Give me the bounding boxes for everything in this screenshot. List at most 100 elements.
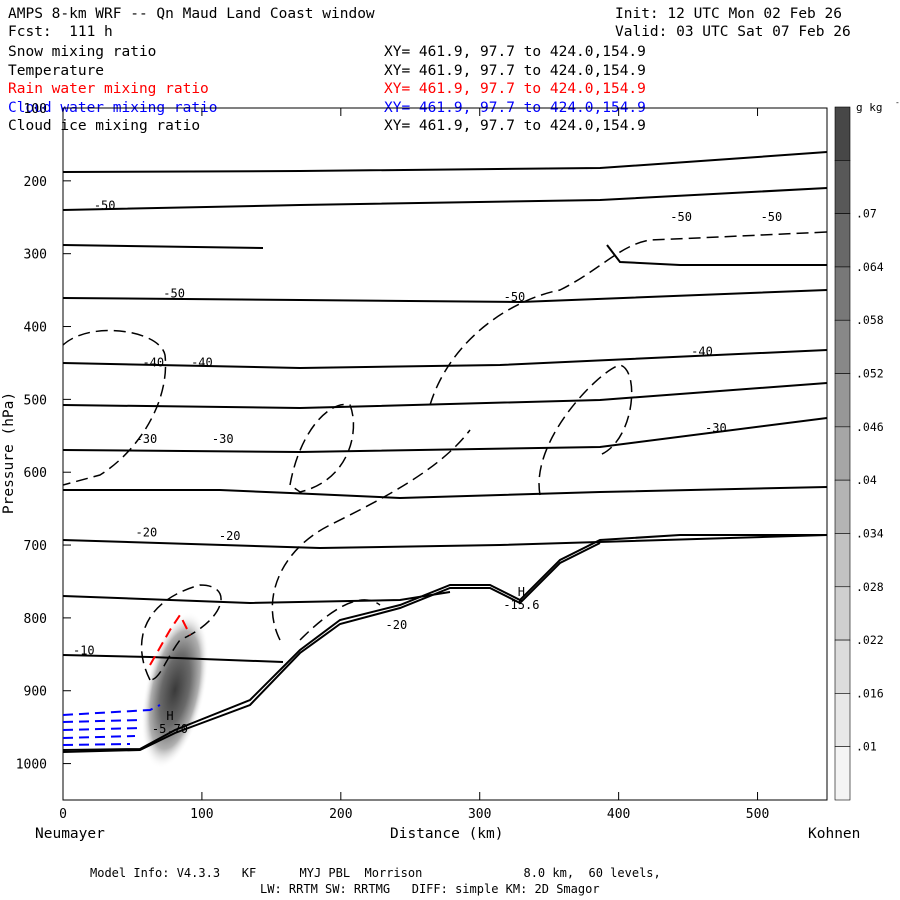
colorbar-swatch — [834, 586, 851, 641]
y-tick-label: 600 — [24, 466, 47, 481]
isotherm-label: -20 — [219, 529, 241, 543]
x-axis-title: Distance (km) — [390, 826, 504, 842]
isotherm-300 — [606, 244, 827, 266]
y-tick-label: 500 — [24, 393, 47, 408]
colorbar-label: .034 — [856, 526, 884, 540]
cloud-water-contour-2 — [63, 719, 141, 723]
cloud-water-contour-4 — [63, 735, 136, 739]
colorbar-swatch — [834, 106, 851, 161]
isotherm-50-top — [63, 151, 827, 173]
field-name: Rain water mixing ratio — [8, 81, 209, 97]
plot-area: -50 -50 -50 -50 -50 -40 -40 -40 -30 -30 -30 -20 -20 -… — [63, 151, 827, 769]
isotherm-label: -30 — [212, 432, 234, 446]
isotherm-40 — [63, 349, 827, 370]
isotherm-label: -40 — [142, 356, 164, 370]
x-tick-label: 500 — [746, 807, 769, 822]
init-time: Init: 12 UTC Mon 02 Feb 26 — [615, 6, 842, 22]
colorbar: .01 .016 .022 .028 .034 .04 .046 .052 .058 .064 .0… — [834, 98, 900, 801]
cloud-ice-contour-rising — [429, 231, 827, 406]
y-tick-label: 800 — [24, 612, 47, 627]
y-tick-label: 900 — [24, 685, 47, 700]
x-axis-left-label: Neumayer — [35, 826, 105, 842]
colorbar-label: .01 — [856, 740, 877, 754]
snow-shading — [141, 611, 209, 769]
colorbar-swatch — [834, 479, 851, 534]
isotherm-500 — [63, 382, 827, 410]
isotherm-label: -50 — [670, 210, 692, 224]
rain-water-contours — [149, 613, 191, 666]
field-xy: XY= 461.9, 97.7 to 424.0,154.9 — [384, 44, 646, 60]
isotherm-label: -10 — [73, 643, 95, 657]
colorbar-label: .046 — [856, 420, 884, 434]
colorbar-swatch — [834, 160, 851, 214]
colorbar-swatch — [834, 693, 851, 747]
isotherm-label: -40 — [191, 356, 213, 370]
colorbar-label: .04 — [856, 473, 877, 487]
plot-frame — [62, 107, 828, 801]
temperature-extrema: H-15.6H-5.70 — [152, 585, 540, 736]
colorbar-label: .058 — [856, 313, 884, 327]
valid-time: Valid: 03 UTC Sat 07 Feb 26 — [615, 24, 851, 40]
isotherm-label: -50 — [94, 198, 116, 212]
y-axis-title: Pressure (hPa) — [1, 391, 18, 515]
colorbar-swatch — [834, 639, 851, 694]
field-xy: XY= 461.9, 97.7 to 424.0,154.9 — [384, 99, 646, 116]
y-tick-label: 1000 — [16, 758, 47, 773]
cloud-ice-contour-lower — [271, 429, 471, 641]
isotherm-label: -20 — [386, 618, 408, 632]
field-name: Cloud ice mixing ratio — [8, 118, 201, 134]
extremum-value: -5.70 — [152, 722, 188, 736]
cloud-water-contours — [63, 704, 161, 746]
rain-water-contour — [149, 613, 191, 666]
isotherm-10 — [63, 654, 284, 663]
isotherm-20 — [63, 534, 827, 550]
terrain — [63, 534, 827, 751]
cloud-ice-contour-low-left — [140, 584, 222, 681]
y-tick-label: 200 — [24, 175, 47, 190]
colorbar-swatch — [834, 533, 851, 588]
colorbar-swatch — [834, 373, 851, 428]
cloud-ice-contour-upper-left — [63, 329, 167, 486]
x-tick-label: 100 — [190, 807, 213, 822]
colorbar-label: .022 — [856, 633, 884, 647]
isotherm-label: -50 — [504, 290, 526, 304]
isotherm-label: -40 — [691, 345, 713, 359]
colorbar-swatch — [834, 319, 851, 374]
colorbar-swatch — [834, 426, 851, 481]
field-name: Cloud water mixing ratio — [8, 99, 218, 116]
isotherm-label: -30 — [705, 421, 727, 435]
colorbar-label: .016 — [856, 686, 884, 700]
isotherm-600 — [63, 486, 827, 500]
x-tick-label: 300 — [468, 807, 491, 822]
isotherm-50-fourth — [63, 289, 827, 304]
cloud-ice-contour-mid — [289, 403, 355, 493]
x-tick-label: 0 — [59, 807, 67, 822]
physics-info: LW: RRTM SW: RRTMG DIFF: simple KM: 2D S… — [260, 882, 600, 896]
cloud-ice-contour-bottom — [299, 599, 381, 641]
isotherm-label: -50 — [761, 210, 783, 224]
isotherm-label: -30 — [136, 432, 158, 446]
cloud-water-contour-1 — [63, 704, 161, 716]
colorbar-unit-exponent: -1 — [895, 98, 900, 107]
colorbar-label: .052 — [856, 367, 884, 381]
x-axis-ticks: 0 100 200 300 400 500 — [59, 108, 769, 822]
y-tick-label: 700 — [24, 539, 47, 554]
cloud-water-contour-5 — [63, 743, 131, 746]
colorbar-swatch — [834, 746, 851, 801]
forecast-hour: Fcst: 111 h — [8, 24, 113, 40]
isotherm-770 — [63, 591, 451, 605]
field-xy: XY= 461.9, 97.7 to 424.0,154.9 — [384, 118, 646, 134]
isotherm-30 — [63, 417, 827, 454]
extremum-marker: H — [166, 709, 173, 723]
extremum-value: -15.6 — [503, 598, 539, 612]
field-xy: XY= 461.9, 97.7 to 424.0,154.9 — [384, 81, 646, 97]
model-info: Model Info: V4.3.3 KF MYJ PBL Morrison 8… — [90, 866, 661, 880]
cloud-ice-contour-right — [538, 364, 633, 496]
field-name: Temperature — [8, 62, 105, 79]
x-tick-label: 400 — [607, 807, 630, 822]
colorbar-label: .07 — [856, 207, 877, 221]
isotherm-label: -20 — [136, 525, 158, 539]
y-tick-label: 300 — [24, 248, 47, 263]
